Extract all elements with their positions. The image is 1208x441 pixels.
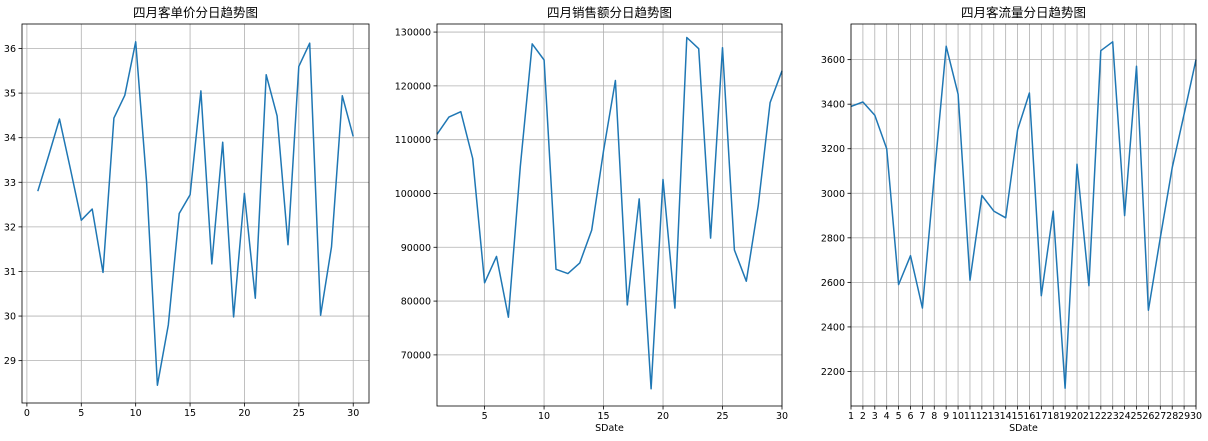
unit-price-x-tick-label: 0 [24,408,30,419]
traffic-x-tick-label: 24 [1119,411,1131,422]
traffic-x-tick-label: 12 [976,411,988,422]
chart-panel-unit-price: 四月客单价分日趋势图 0 5 10 15 20 25 30 29 30 31 32 33 34 35 36 [0,0,380,437]
sales-y-tick-label: 80000 [401,297,431,308]
sales-chart: 四月销售额分日趋势图 5 10 15 20 25 30 70000 80000 90000 1000… [395,5,788,434]
traffic-x-tick-label: 30 [1190,411,1202,422]
sales-x-tick-label: 25 [716,411,728,422]
sales-x-tick-label: 5 [482,411,488,422]
traffic-x-tick-label: 18 [1047,411,1059,422]
sales-y-tick-label: 130000 [395,28,431,39]
traffic-x-tick-label: 29 [1178,411,1190,422]
sales-y-tick-label: 70000 [401,350,431,361]
unit-price-y-tick-label: 34 [4,133,16,144]
traffic-x-tick-label: 19 [1059,411,1071,422]
chart-panel-traffic: 四月客流量分日趋势图 1 2 3 4 5 6 7 8 9 10 11 12 13 14 15 16 17 18 19 2… [800,0,1208,437]
traffic-y-tick-label: 2600 [821,278,845,289]
traffic-y-tick-label: 3200 [821,144,845,155]
traffic-x-tick-label: 11 [964,411,976,422]
traffic-chart-title: 四月客流量分日趋势图 [961,5,1086,20]
traffic-x-tick-label: 7 [919,411,925,422]
traffic-x-tick-label: 14 [1000,411,1012,422]
traffic-x-tick-label: 28 [1166,411,1178,422]
traffic-x-tick-label: 16 [1023,411,1035,422]
traffic-x-tick-label: 17 [1035,411,1047,422]
sales-x-tick-label: 10 [538,411,550,422]
traffic-x-tick-label: 3 [872,411,878,422]
traffic-x-tick-label: 2 [860,411,866,422]
sales-series-line [436,36,783,390]
traffic-y-tick-label: 2800 [821,233,845,244]
unit-price-x-tick-label: 25 [293,408,305,419]
traffic-x-tick-label: 6 [907,411,913,422]
unit-price-axes-frame [21,23,370,404]
traffic-x-tick-label: 8 [931,411,937,422]
sales-x-tick-label: 20 [657,411,669,422]
unit-price-chart-title: 四月客单价分日趋势图 [133,5,258,20]
sales-x-tick-label: 15 [598,411,610,422]
unit-price-y-tick-label: 33 [4,178,16,189]
traffic-axes-frame [850,23,1197,407]
unit-price-y-tick-label: 30 [4,312,16,323]
unit-price-series-line [37,41,354,386]
unit-price-x-tick-label: 15 [184,408,196,419]
traffic-x-tick-label: 23 [1107,411,1119,422]
traffic-x-tick-label: 5 [896,411,902,422]
sales-x-axis-label: SDate [595,423,624,434]
unit-price-y-tick-label: 32 [4,222,16,233]
traffic-x-tick-label: 21 [1083,411,1095,422]
unit-price-y-tick-label: 35 [4,89,16,100]
sales-x-tick-label: 30 [776,411,788,422]
sales-axes-frame [436,23,783,407]
unit-price-x-tick-label: 5 [78,408,84,419]
traffic-x-axis-label: SDate [1009,423,1038,434]
chart-panel-sales: 四月销售额分日趋势图 5 10 15 20 25 30 70000 80000 90000 1000… [380,0,800,437]
traffic-y-tick-label: 3600 [821,55,845,66]
sales-y-tick-label: 90000 [401,243,431,254]
sales-y-tick-label: 120000 [395,81,431,92]
unit-price-y-tick-label: 36 [4,44,16,55]
traffic-x-tick-label: 10 [952,411,964,422]
sales-chart-title: 四月销售额分日趋势图 [547,5,672,20]
traffic-x-tick-label: 26 [1142,411,1154,422]
traffic-x-tick-label: 27 [1154,411,1166,422]
unit-price-y-tick-label: 29 [4,356,16,367]
traffic-series-line [850,41,1197,389]
traffic-x-tick-label: 13 [988,411,1000,422]
unit-price-chart: 四月客单价分日趋势图 0 5 10 15 20 25 30 29 30 31 32 33 34 35 36 [4,5,370,419]
traffic-x-tick-label: 9 [943,411,949,422]
sales-y-tick-label: 100000 [395,189,431,200]
traffic-x-tick-label: 20 [1071,411,1083,422]
unit-price-x-tick-label: 20 [238,408,250,419]
traffic-x-tick-label: 22 [1095,411,1107,422]
traffic-x-tick-label: 15 [1012,411,1024,422]
traffic-x-tick-label: 1 [848,411,854,422]
traffic-y-tick-label: 2200 [821,367,845,378]
traffic-y-tick-label: 3400 [821,100,845,111]
traffic-y-tick-label: 3000 [821,189,845,200]
traffic-y-tick-label: 2400 [821,322,845,333]
sales-y-tick-label: 110000 [395,135,431,146]
unit-price-x-tick-label: 30 [347,408,359,419]
unit-price-y-tick-label: 31 [4,267,16,278]
unit-price-x-tick-label: 10 [130,408,142,419]
traffic-x-tick-label: 4 [884,411,890,422]
traffic-x-tick-label: 25 [1130,411,1142,422]
